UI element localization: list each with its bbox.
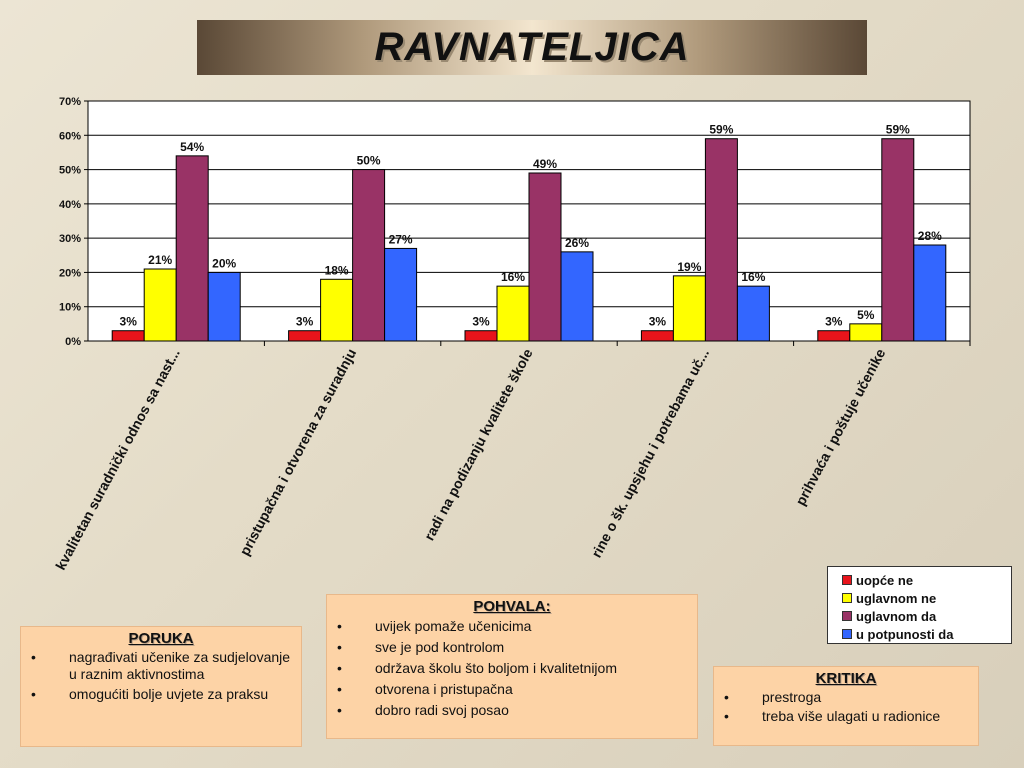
data-label: 50% — [357, 154, 381, 168]
bar — [817, 330, 851, 342]
data-label: 5% — [857, 308, 875, 322]
bar — [464, 330, 498, 342]
data-label: 3% — [472, 315, 490, 329]
x-category-label: radi na podizanju kvalitete škole — [421, 346, 536, 543]
kritika-box: KRITIKA prestroga treba više ulagati u r… — [713, 666, 979, 746]
bar — [175, 155, 209, 342]
bar — [704, 138, 738, 342]
slide-title: RAVNATELJICA — [374, 25, 690, 69]
data-label: 16% — [741, 270, 765, 284]
bar — [881, 138, 915, 342]
bar — [111, 330, 145, 342]
y-tick-label: 20% — [59, 267, 81, 279]
bar — [560, 251, 594, 342]
list-item: prestroga — [714, 689, 978, 706]
data-label: 27% — [389, 232, 413, 246]
data-label: 59% — [709, 123, 733, 137]
x-category-label: pristupačna i otvorena za suradnju — [236, 346, 359, 558]
legend-label: uglavnom ne — [856, 590, 937, 606]
bar — [528, 172, 562, 342]
data-label: 3% — [120, 315, 138, 329]
bar — [143, 268, 177, 342]
bar — [496, 285, 530, 342]
list-item: uvijek pomaže učenicima — [327, 617, 697, 635]
data-label: 49% — [533, 157, 557, 171]
legend-label: uglavnom da — [856, 608, 937, 624]
list-item: sve je pod kontrolom — [327, 638, 697, 656]
legend-item-u-potpunosti-da: u potpunosti da — [842, 625, 1005, 643]
list-item: omogućiti bolje uvjete za praksu — [21, 686, 301, 703]
list-item: treba više ulagati u radionice — [714, 708, 978, 725]
data-label: 3% — [825, 315, 843, 329]
data-label: 54% — [180, 140, 204, 154]
kritika-title: KRITIKA — [815, 670, 877, 687]
list-item: otvorena i pristupačna — [327, 680, 697, 698]
bar — [384, 247, 418, 342]
bar — [849, 323, 883, 342]
bar — [207, 271, 241, 342]
bar — [672, 275, 706, 342]
bar — [640, 330, 674, 342]
legend-swatch — [842, 611, 852, 621]
legend-item-uglavnom-da: uglavnom da — [842, 607, 1005, 625]
y-tick-label: 70% — [59, 96, 81, 108]
data-label: 3% — [649, 315, 667, 329]
list-item: nagrađivati učenike za sudjelovanje u ra… — [21, 649, 301, 683]
list-item: dobro radi svoj posao — [327, 701, 697, 719]
legend-item-uglavnom-ne: uglavnom ne — [842, 589, 1005, 607]
kritika-list: prestroga treba više ulagati u radionice — [714, 689, 978, 725]
data-label: 20% — [212, 256, 236, 270]
poruka-title: PORUKA — [128, 630, 194, 647]
bar — [320, 278, 354, 342]
bar-chart: 0% 10% 20% 30% 40% 50% 60% 70% 3% 21% 54% 20% kvalit… — [52, 96, 971, 573]
legend-swatch — [842, 593, 852, 603]
list-item: održava školu što boljom i kvalitetnijom — [327, 659, 697, 677]
x-category-label: rine o šk. upsjehu i potrebama uč... — [588, 346, 712, 560]
bar — [352, 169, 386, 342]
data-label: 19% — [677, 260, 701, 274]
x-category-label: kvalitetan suradnički odnos sa nast... — [52, 346, 183, 573]
data-label: 3% — [296, 315, 314, 329]
bar — [913, 244, 947, 342]
legend-swatch — [842, 575, 852, 585]
data-label: 59% — [886, 123, 910, 137]
y-tick-label: 30% — [59, 233, 81, 245]
legend-swatch — [842, 629, 852, 639]
poruka-list: nagrađivati učenike za sudjelovanje u ra… — [21, 649, 301, 703]
bar — [288, 330, 322, 342]
y-tick-label: 40% — [59, 199, 81, 211]
legend-label: u potpunosti da — [856, 626, 954, 642]
data-label: 28% — [918, 229, 942, 243]
pohvala-box: POHVALA: uvijek pomaže učenicima sve je … — [326, 594, 698, 739]
legend-item-uopce-ne: uopće ne — [842, 571, 1005, 589]
y-tick-label: 10% — [59, 302, 81, 314]
data-label: 26% — [565, 236, 589, 250]
data-label: 16% — [501, 270, 525, 284]
data-label: 21% — [148, 253, 172, 267]
bar — [736, 285, 770, 342]
y-tick-label: 0% — [65, 336, 81, 348]
x-category-label: prihvaća i poštuje učenike — [792, 346, 888, 508]
legend-label: uopće ne — [856, 572, 914, 588]
pohvala-list: uvijek pomaže učenicima sve je pod kontr… — [327, 617, 697, 719]
poruka-box: PORUKA nagrađivati učenike za sudjelovan… — [20, 626, 302, 747]
y-tick-label: 60% — [59, 130, 81, 142]
pohvala-title: POHVALA: — [473, 598, 551, 615]
chart-legend: uopće ne uglavnom ne uglavnom da u potpu… — [827, 566, 1012, 644]
data-label: 18% — [325, 263, 349, 277]
title-banner: RAVNATELJICA — [197, 20, 867, 75]
y-tick-label: 50% — [59, 165, 81, 177]
